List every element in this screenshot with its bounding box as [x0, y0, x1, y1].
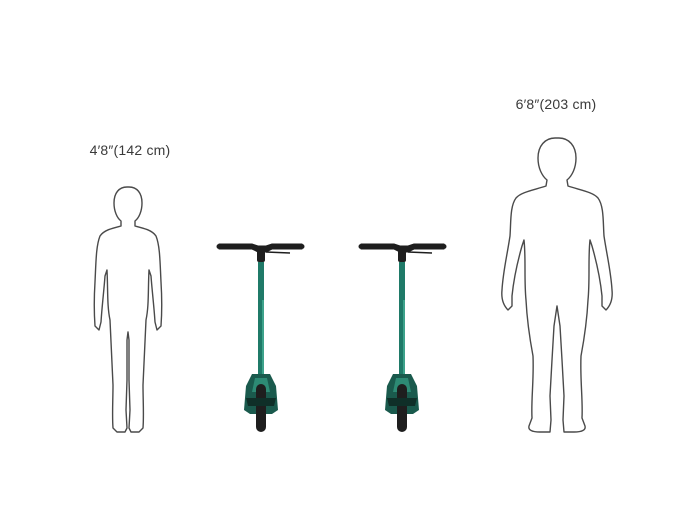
tall-person-height-label: 6′8″(203 cm) [515, 96, 597, 112]
short-person-height-label: 4′8″(142 cm) [89, 142, 171, 158]
